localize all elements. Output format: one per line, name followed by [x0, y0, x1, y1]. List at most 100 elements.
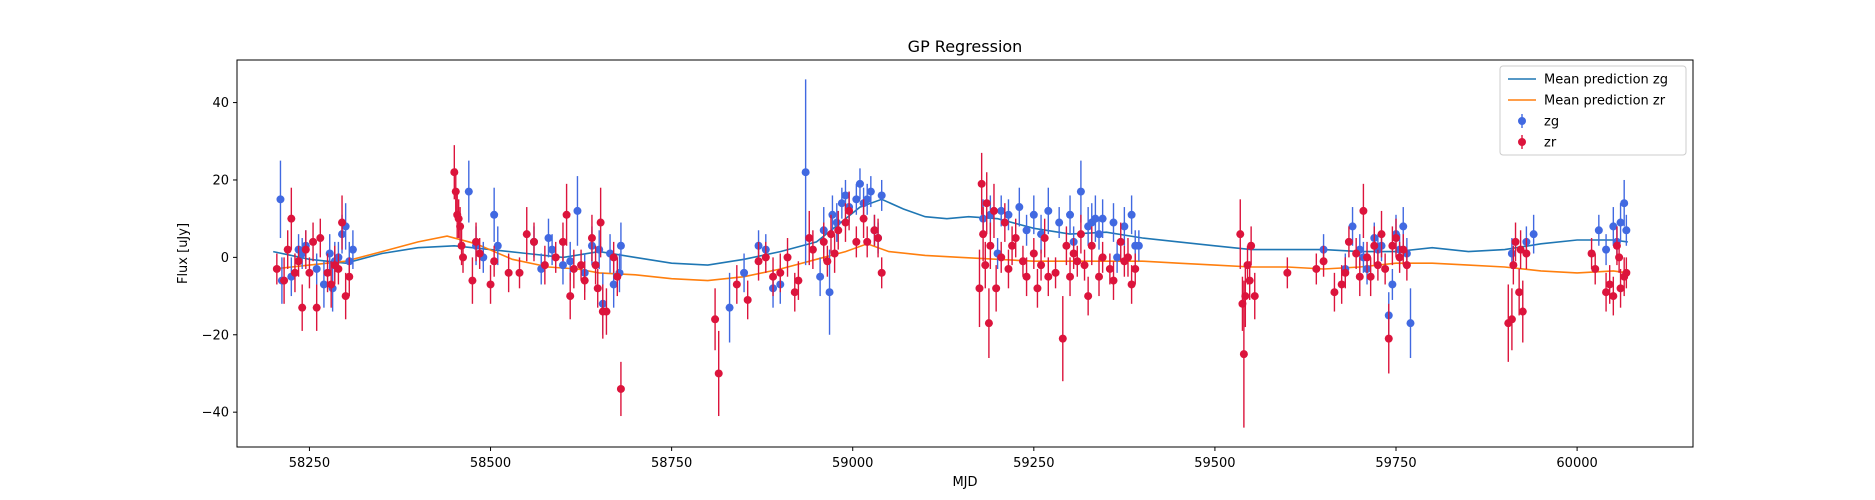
data-point	[1622, 226, 1631, 235]
data-point	[305, 268, 314, 277]
data-point	[823, 257, 832, 266]
data-point	[566, 292, 575, 301]
data-point	[837, 199, 846, 208]
data-point	[341, 292, 350, 301]
data-point	[338, 218, 347, 227]
data-point	[769, 272, 778, 281]
data-point	[1011, 234, 1020, 243]
data-point	[1507, 315, 1516, 324]
x-axis-label: MJD	[952, 475, 977, 490]
data-point	[979, 230, 988, 239]
data-point	[290, 268, 299, 277]
data-point	[794, 276, 803, 285]
x-tick-label: 59250	[1013, 456, 1054, 471]
data-point	[515, 268, 524, 277]
data-point	[1594, 226, 1603, 235]
data-point	[566, 257, 575, 266]
data-point	[1040, 234, 1049, 243]
data-point	[1591, 264, 1600, 273]
data-point	[1015, 203, 1024, 212]
data-point	[1123, 253, 1132, 262]
data-point	[877, 191, 886, 200]
data-point	[790, 288, 799, 297]
data-point	[1355, 272, 1364, 281]
data-point	[1037, 261, 1046, 270]
data-point	[1622, 268, 1631, 277]
data-point	[486, 280, 495, 289]
data-point	[1127, 280, 1136, 289]
data-point	[1098, 214, 1107, 223]
data-point	[1507, 249, 1516, 258]
data-point	[1363, 253, 1372, 262]
y-axis-label: Flux [uJy]	[176, 223, 191, 284]
data-point	[616, 241, 625, 250]
data-point	[783, 253, 792, 262]
legend-entry-label: Mean prediction zg	[1544, 73, 1668, 88]
data-point	[1051, 268, 1060, 277]
data-point	[609, 253, 618, 262]
data-point	[1348, 222, 1357, 231]
plot-area	[236, 59, 1694, 448]
data-point	[1236, 230, 1245, 239]
x-tick-label: 59500	[1194, 456, 1235, 471]
data-point	[540, 261, 549, 270]
data-point	[593, 284, 602, 293]
plot-frame	[236, 59, 1694, 448]
data-point	[977, 179, 986, 188]
data-point	[490, 257, 499, 266]
data-point	[841, 191, 850, 200]
data-point	[816, 272, 825, 281]
legend-marker-swatch	[1518, 117, 1526, 125]
x-tick-label: 59750	[1375, 456, 1416, 471]
data-point	[711, 315, 720, 324]
data-point	[522, 230, 531, 239]
data-point	[1066, 210, 1075, 219]
data-point	[989, 206, 998, 215]
data-point	[587, 234, 596, 243]
data-point	[1018, 257, 1027, 266]
data-point	[1402, 261, 1411, 270]
data-point	[714, 369, 723, 378]
data-point	[986, 241, 995, 250]
data-point	[1616, 218, 1625, 227]
data-point	[1620, 199, 1629, 208]
data-point	[490, 210, 499, 219]
data-point	[1388, 280, 1397, 289]
data-point	[852, 195, 861, 204]
y-tick-label: 40	[212, 96, 229, 111]
data-point	[1058, 334, 1067, 343]
data-point	[1511, 237, 1520, 246]
data-point	[1000, 218, 1009, 227]
data-point	[852, 237, 861, 246]
data-point	[1406, 319, 1415, 328]
data-point	[316, 234, 325, 243]
data-point	[1076, 187, 1085, 196]
data-point	[776, 268, 785, 277]
data-point	[863, 237, 872, 246]
data-point	[1250, 292, 1259, 301]
data-point	[283, 245, 292, 254]
y-axis: −40 −20 0 20 40	[202, 96, 237, 421]
data-point	[740, 268, 749, 277]
data-point	[1095, 272, 1104, 281]
series-zr	[272, 145, 1631, 428]
data-point	[830, 249, 839, 258]
data-point	[1341, 268, 1350, 277]
data-point	[863, 195, 872, 204]
data-point	[1518, 307, 1527, 316]
data-point	[276, 195, 285, 204]
data-point	[456, 222, 465, 231]
data-point	[613, 272, 622, 281]
data-point	[1066, 272, 1075, 281]
data-point	[997, 206, 1006, 215]
data-point	[1399, 245, 1408, 254]
data-point	[1359, 206, 1368, 215]
data-point	[1370, 241, 1379, 250]
data-point	[312, 264, 321, 273]
data-point	[1127, 210, 1136, 219]
data-point	[1509, 261, 1518, 270]
data-point	[280, 276, 289, 285]
data-point	[1247, 241, 1256, 250]
data-point	[602, 307, 611, 316]
